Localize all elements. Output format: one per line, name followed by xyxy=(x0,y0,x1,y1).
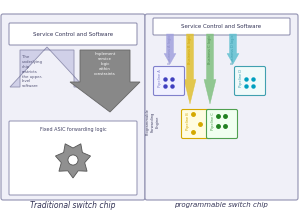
FancyBboxPatch shape xyxy=(182,110,212,138)
Text: Pipeline B: Pipeline B xyxy=(186,112,190,130)
Polygon shape xyxy=(56,144,91,178)
FancyBboxPatch shape xyxy=(153,18,290,35)
Text: Business A logic: Business A logic xyxy=(168,34,172,64)
FancyBboxPatch shape xyxy=(9,23,137,45)
Circle shape xyxy=(68,155,78,165)
FancyBboxPatch shape xyxy=(145,14,298,200)
FancyBboxPatch shape xyxy=(235,67,266,95)
Text: Business D logic: Business D logic xyxy=(231,34,235,64)
Text: Pipeline A: Pipeline A xyxy=(158,69,162,87)
Text: programmable switch chip: programmable switch chip xyxy=(174,202,268,208)
Polygon shape xyxy=(10,47,84,87)
Polygon shape xyxy=(164,34,176,64)
Text: Service Control and Software: Service Control and Software xyxy=(181,24,261,28)
Text: Programmable
Forwarding
Engine: Programmable Forwarding Engine xyxy=(146,109,160,135)
FancyBboxPatch shape xyxy=(9,121,137,195)
Text: The
underlying
chip
restricts
the upper-
level
software: The underlying chip restricts the upper-… xyxy=(22,55,43,88)
Polygon shape xyxy=(70,50,140,112)
Text: Traditional switch chip: Traditional switch chip xyxy=(30,201,116,209)
Text: Business C logic: Business C logic xyxy=(208,34,212,64)
Text: Business B logic: Business B logic xyxy=(188,34,192,64)
FancyBboxPatch shape xyxy=(1,14,145,200)
Text: Pipeline C: Pipeline C xyxy=(211,112,215,130)
FancyBboxPatch shape xyxy=(206,110,238,138)
Polygon shape xyxy=(184,34,196,104)
Text: Implement
service
logic
within
constraints: Implement service logic within constrain… xyxy=(94,52,116,76)
Text: Fixed ASIC forwarding logic: Fixed ASIC forwarding logic xyxy=(40,127,106,131)
Text: Pipeline D: Pipeline D xyxy=(239,69,243,87)
Polygon shape xyxy=(227,34,239,64)
Text: Service Control and Software: Service Control and Software xyxy=(33,32,113,36)
FancyBboxPatch shape xyxy=(154,67,184,95)
Polygon shape xyxy=(204,34,216,104)
